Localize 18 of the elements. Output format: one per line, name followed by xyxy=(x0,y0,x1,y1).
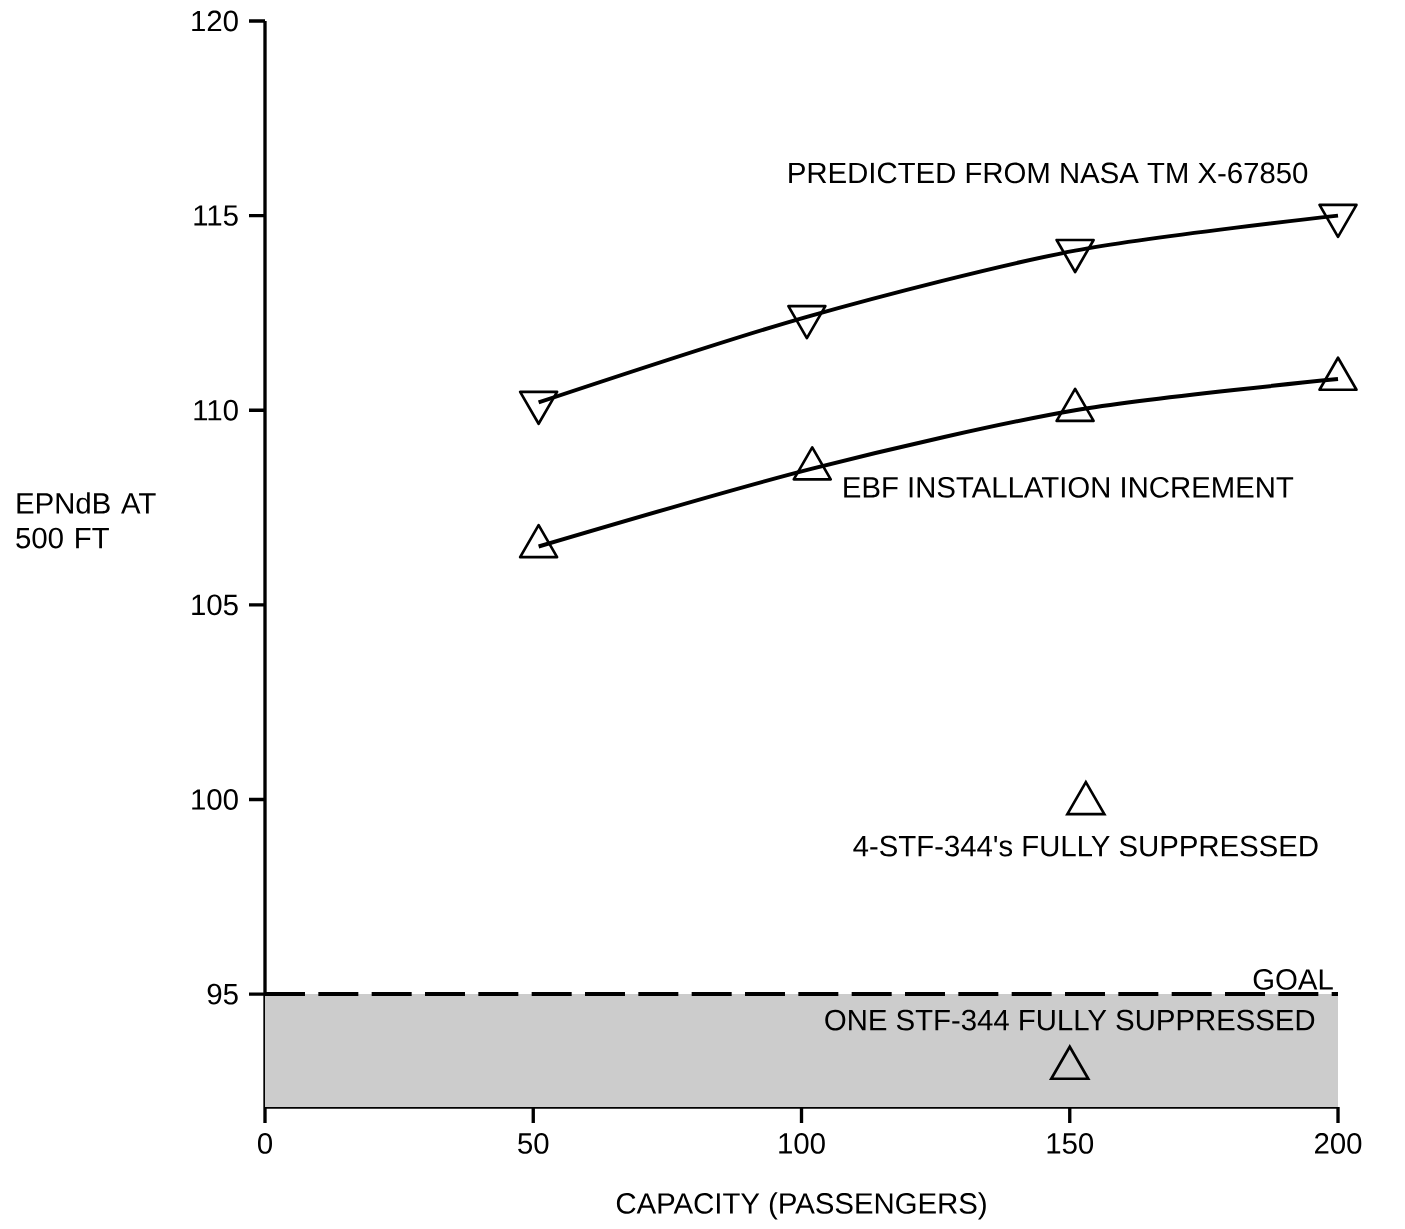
series-label: PREDICTED FROM NASA TM X-67850 xyxy=(789,162,1308,184)
y-tick-label: 100 xyxy=(192,788,238,810)
x-tick-label: 100 xyxy=(779,1132,825,1154)
y-tick-label: 120 xyxy=(192,10,238,32)
y-axis-title: EPNdB AT 500 FT xyxy=(16,492,156,549)
x-tick-label: 50 xyxy=(518,1132,549,1154)
y-tick-label: 115 xyxy=(194,205,238,226)
y-tick-label: 105 xyxy=(192,594,238,616)
y-tick-label: 95 xyxy=(207,983,238,1005)
y-tick-label: 110 xyxy=(194,399,238,421)
x-tick-label: 200 xyxy=(1315,1132,1362,1154)
x-axis-title: CAPACITY (PASSENGERS) xyxy=(616,1192,986,1220)
x-tick-label: 150 xyxy=(1047,1132,1094,1154)
series-label: ONE STF-344 FULLY SUPPRESSED xyxy=(825,1009,1315,1031)
series-label: 4-STF-344's FULLY SUPPRESSED xyxy=(853,835,1318,857)
series-label: EBF INSTALLATION INCREMENT xyxy=(844,476,1294,498)
x-tick-label: 0 xyxy=(257,1132,272,1154)
ref-line-label: GOAL xyxy=(1253,968,1333,990)
